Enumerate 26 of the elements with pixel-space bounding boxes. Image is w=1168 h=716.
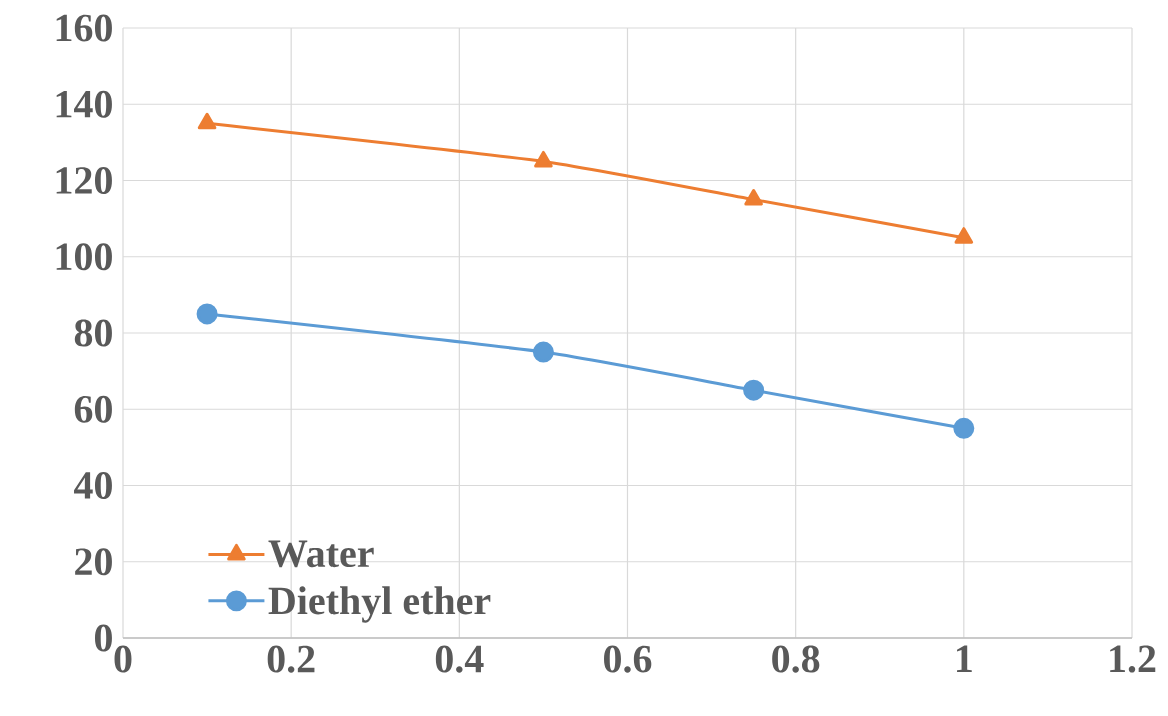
x-tick-label: 0.8 xyxy=(772,645,820,673)
x-tick-label: 1.2 xyxy=(1110,645,1156,673)
y-tick-label: 0 xyxy=(94,624,112,652)
y-tick-label: 120 xyxy=(56,167,112,194)
y-tick-label: 160 xyxy=(56,14,112,42)
y-tick-label: 60 xyxy=(74,395,112,423)
x-tick-label: 0.6 xyxy=(604,645,652,673)
y-tick-label: 20 xyxy=(75,548,112,576)
x-tick-label: 0 xyxy=(114,645,132,673)
x-tick-label: 0.4 xyxy=(435,645,484,673)
y-tick-label: 40 xyxy=(74,472,112,499)
legend-label: Diethyl ether xyxy=(268,586,491,623)
point xyxy=(197,112,217,130)
y-tick-label: 140 xyxy=(56,90,112,118)
point xyxy=(743,379,765,401)
point xyxy=(534,150,553,168)
x-tick-label: 0.2 xyxy=(267,645,315,673)
legend-label: Water xyxy=(268,540,374,568)
point xyxy=(532,341,554,363)
y-tick-label: 80 xyxy=(74,319,112,347)
y-tick-label: 100 xyxy=(56,243,112,271)
point xyxy=(196,303,218,325)
point xyxy=(744,189,763,206)
x-tick-label: 1 xyxy=(957,645,972,672)
point xyxy=(953,417,975,439)
point xyxy=(954,227,974,244)
